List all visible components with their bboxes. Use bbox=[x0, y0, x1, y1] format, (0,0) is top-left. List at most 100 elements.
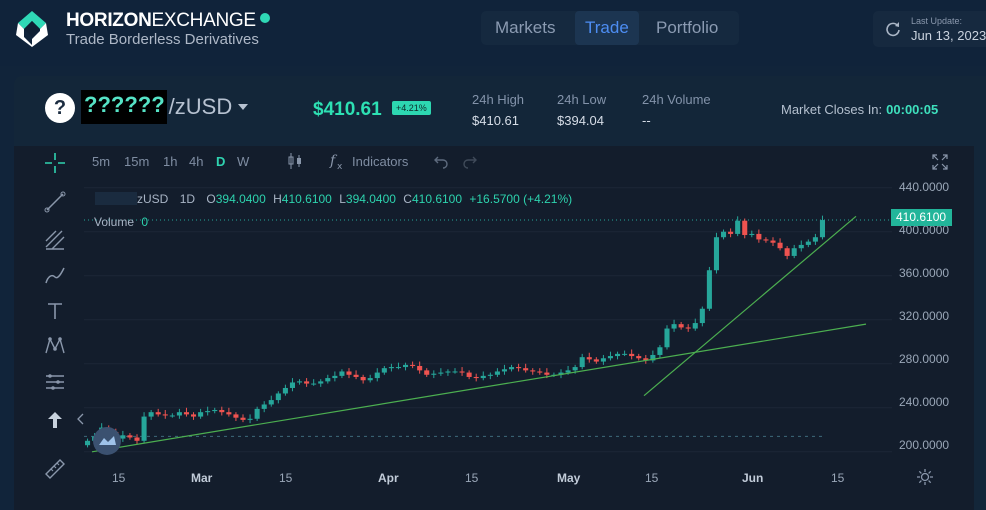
redo-icon[interactable] bbox=[462, 153, 478, 169]
volume-value: 0 bbox=[141, 215, 149, 229]
candle bbox=[289, 382, 295, 388]
stat-value: $394.04 bbox=[557, 113, 604, 128]
candle bbox=[233, 414, 239, 418]
ohlc-legend: zUSD 1D O394.0400 H410.6100 L394.0400 C4… bbox=[95, 192, 572, 206]
candle bbox=[417, 365, 423, 371]
legend-interval: 1D bbox=[179, 192, 196, 206]
candle bbox=[134, 437, 140, 441]
candle bbox=[657, 347, 663, 355]
price-chart[interactable] bbox=[84, 180, 892, 465]
candle bbox=[325, 378, 331, 382]
stat-label: 24h Low bbox=[557, 92, 607, 107]
nav-portfolio[interactable]: Portfolio bbox=[656, 18, 719, 37]
current-price: $410.61 bbox=[313, 99, 382, 120]
candle bbox=[763, 239, 769, 241]
candle bbox=[176, 412, 182, 416]
candle bbox=[487, 374, 493, 376]
change-badge: +4.21% bbox=[392, 101, 431, 115]
last-update-box[interactable]: Last Update: Jun 13, 2023 1 bbox=[873, 11, 986, 47]
legend-high-label: H bbox=[273, 192, 282, 206]
chevron-down-icon[interactable] bbox=[238, 104, 249, 110]
candle bbox=[805, 241, 811, 245]
nav-markets[interactable]: Markets bbox=[495, 18, 556, 37]
candle bbox=[247, 418, 253, 420]
volume-legend: Volume 0 bbox=[94, 215, 148, 229]
tradingview-logo-icon[interactable] bbox=[92, 426, 122, 456]
candle bbox=[268, 400, 274, 405]
fullscreen-icon[interactable] bbox=[931, 153, 949, 171]
legend-change: +16.5700 (+4.21%) bbox=[469, 192, 573, 206]
horizon-logo-icon[interactable] bbox=[10, 9, 54, 49]
trend-line-steep[interactable] bbox=[643, 215, 857, 397]
trend-line-long[interactable] bbox=[91, 323, 867, 453]
candle bbox=[600, 358, 606, 362]
candle bbox=[183, 412, 189, 415]
top-bar: HORIZONEXCHANGE Trade Borderless Derivat… bbox=[0, 0, 986, 66]
candle bbox=[572, 367, 578, 371]
timeframe-5m[interactable]: 5m bbox=[92, 154, 111, 169]
measure-lines-icon[interactable] bbox=[42, 369, 68, 395]
y-tick: 240.0000 bbox=[899, 395, 950, 409]
timeframe-1w[interactable]: W bbox=[237, 154, 250, 169]
market-selector[interactable]: ??????/zUSD bbox=[81, 90, 249, 128]
brand-name: HORIZONEXCHANGE bbox=[66, 10, 270, 32]
candle bbox=[565, 370, 571, 373]
candle bbox=[127, 435, 133, 438]
candle bbox=[120, 435, 126, 439]
chart-settings-icon[interactable] bbox=[916, 468, 934, 486]
candle bbox=[798, 244, 804, 249]
ruler-icon[interactable] bbox=[42, 456, 68, 482]
timeframe-1h[interactable]: 1h bbox=[163, 154, 178, 169]
scroll-left-icon[interactable] bbox=[76, 413, 86, 425]
candle bbox=[141, 416, 147, 441]
timeframe-15m[interactable]: 15m bbox=[124, 154, 150, 169]
x-tick-month: Jun bbox=[742, 471, 764, 485]
stat-label: 24h Volume bbox=[642, 92, 711, 107]
candle bbox=[516, 367, 522, 369]
candle bbox=[777, 242, 783, 249]
refresh-icon[interactable] bbox=[885, 21, 901, 37]
stat-label: 24h High bbox=[472, 92, 525, 107]
candle bbox=[403, 364, 409, 368]
candle bbox=[523, 368, 529, 371]
candle bbox=[713, 237, 719, 271]
trend-line-icon[interactable] bbox=[42, 189, 68, 215]
timeframe-4h[interactable]: 4h bbox=[189, 154, 204, 169]
candle bbox=[791, 248, 797, 256]
timeframe-1d[interactable]: D bbox=[216, 154, 226, 169]
candle bbox=[473, 376, 479, 379]
indicators-button[interactable]: Indicators bbox=[352, 154, 409, 169]
candle bbox=[480, 375, 486, 379]
x-tick: 15 bbox=[112, 471, 126, 485]
token-icon: ? bbox=[45, 93, 75, 123]
brush-icon[interactable] bbox=[42, 262, 68, 288]
candle bbox=[685, 327, 691, 329]
nav-trade[interactable]: Trade bbox=[575, 11, 639, 45]
candle bbox=[360, 376, 366, 381]
text-tool-icon[interactable] bbox=[42, 298, 68, 324]
main-nav: Markets Trade Portfolio bbox=[481, 11, 739, 45]
candle bbox=[205, 411, 211, 413]
candle bbox=[275, 393, 281, 401]
crosshair-icon[interactable] bbox=[42, 150, 68, 176]
legend-high: 410.6100 bbox=[281, 192, 332, 206]
candle bbox=[226, 412, 232, 415]
legend-low-label: L bbox=[339, 192, 346, 206]
arrow-up-icon[interactable] bbox=[42, 407, 68, 433]
x-tick: 15 bbox=[831, 471, 845, 485]
stat-24h-high: 24h High $410.61 bbox=[472, 92, 524, 128]
candle bbox=[622, 353, 628, 355]
candle bbox=[706, 270, 712, 309]
pattern-tool-icon[interactable] bbox=[42, 333, 68, 359]
candle bbox=[304, 381, 310, 384]
y-tick: 440.0000 bbox=[899, 180, 950, 194]
undo-icon[interactable] bbox=[433, 153, 449, 169]
candle bbox=[501, 369, 507, 372]
candle-type-icon[interactable] bbox=[287, 152, 303, 170]
candle bbox=[169, 415, 175, 417]
candle bbox=[240, 417, 246, 420]
candle bbox=[212, 409, 218, 412]
candle bbox=[586, 357, 592, 360]
fib-tool-icon[interactable] bbox=[42, 227, 68, 253]
